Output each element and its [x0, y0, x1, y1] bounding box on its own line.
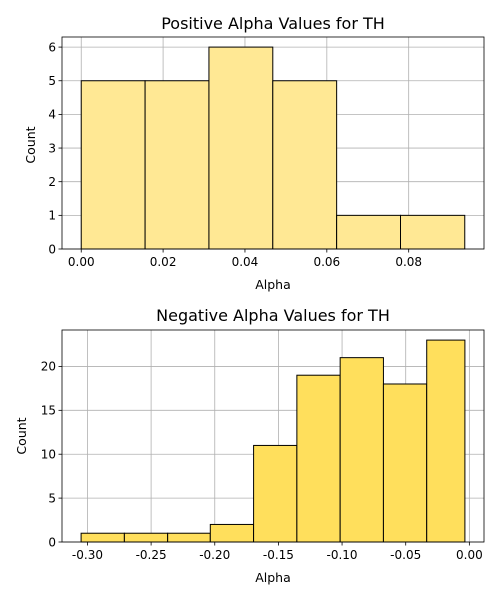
x-tick-label: 0.04 — [232, 255, 259, 269]
histogram-bar — [80, 532, 125, 543]
histogram-bar — [80, 80, 146, 250]
x-tick-label: -0.25 — [136, 548, 167, 562]
y-tick-label: 6 — [48, 40, 56, 54]
histogram-bar — [339, 357, 384, 543]
x-tick-label: -0.10 — [327, 548, 358, 562]
y-tick-label: 10 — [41, 448, 56, 462]
y-axis-label: Count — [14, 417, 29, 454]
x-tick-label: 0.00 — [456, 548, 483, 562]
plot-frame — [61, 329, 485, 543]
x-tick-label: 0.00 — [68, 255, 95, 269]
x-tick-label: -0.30 — [72, 548, 103, 562]
x-tick-label: -0.15 — [263, 548, 294, 562]
histogram-bar — [144, 80, 210, 250]
histogram-bar — [167, 532, 211, 543]
x-tick-label: 0.02 — [150, 255, 177, 269]
x-axis-ticks: -0.30 -0.25 -0.20 -0.15 -0.10 -0.05 0.00 — [72, 542, 483, 562]
histogram-bar — [123, 532, 169, 543]
histogram-bar — [400, 214, 466, 250]
chart-title: Positive Alpha Values for TH — [161, 14, 385, 33]
histogram-bar — [336, 214, 402, 250]
y-axis-ticks: 0 1 2 3 4 5 6 — [48, 40, 62, 256]
x-tick-label: -0.05 — [390, 548, 421, 562]
y-tick-label: 5 — [48, 491, 56, 505]
chart-negative-alpha: Negative Alpha Values for TH Alpha Count… — [14, 306, 485, 585]
x-tick-label: 0.06 — [313, 255, 340, 269]
x-axis-label: Alpha — [255, 570, 291, 585]
x-axis-ticks: 0.00 0.02 0.04 0.06 0.08 — [68, 249, 422, 269]
plot-frame — [61, 36, 485, 250]
y-axis-label: Count — [23, 126, 38, 163]
y-tick-label: 4 — [48, 108, 56, 122]
histogram-bar — [272, 80, 338, 250]
bars — [80, 46, 466, 250]
y-tick-label: 1 — [48, 209, 56, 223]
x-tick-label: -0.20 — [199, 548, 230, 562]
y-tick-label: 20 — [41, 360, 56, 374]
y-tick-label: 0 — [48, 242, 56, 256]
chart-positive-alpha: Positive Alpha Values for TH Alpha Count… — [23, 14, 485, 292]
y-tick-label: 2 — [48, 175, 56, 189]
histogram-bar — [253, 444, 298, 543]
bars — [80, 339, 466, 543]
y-axis-ticks: 0 5 10 15 20 — [41, 360, 62, 549]
histogram-bar — [209, 523, 255, 543]
y-tick-label: 3 — [48, 141, 56, 155]
x-tick-label: 0.08 — [395, 255, 422, 269]
histogram-bar — [208, 46, 274, 250]
histogram-bar — [296, 374, 341, 543]
x-axis-label: Alpha — [255, 277, 291, 292]
chart-title: Negative Alpha Values for TH — [156, 306, 390, 325]
y-tick-label: 15 — [41, 404, 56, 418]
y-tick-label: 5 — [48, 74, 56, 88]
y-tick-label: 0 — [48, 535, 56, 549]
histogram-bar — [426, 339, 466, 543]
histogram-bar — [382, 383, 428, 543]
